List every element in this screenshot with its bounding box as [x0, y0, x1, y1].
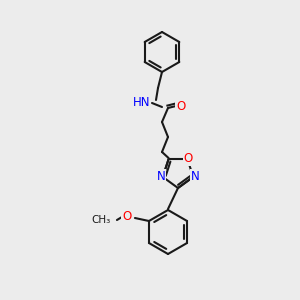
Text: N: N	[156, 170, 165, 183]
Text: N: N	[191, 170, 200, 183]
Text: O: O	[184, 152, 193, 165]
Text: HN: HN	[133, 97, 150, 110]
Text: CH₃: CH₃	[92, 215, 111, 225]
Text: O: O	[122, 211, 132, 224]
Text: O: O	[176, 100, 186, 112]
